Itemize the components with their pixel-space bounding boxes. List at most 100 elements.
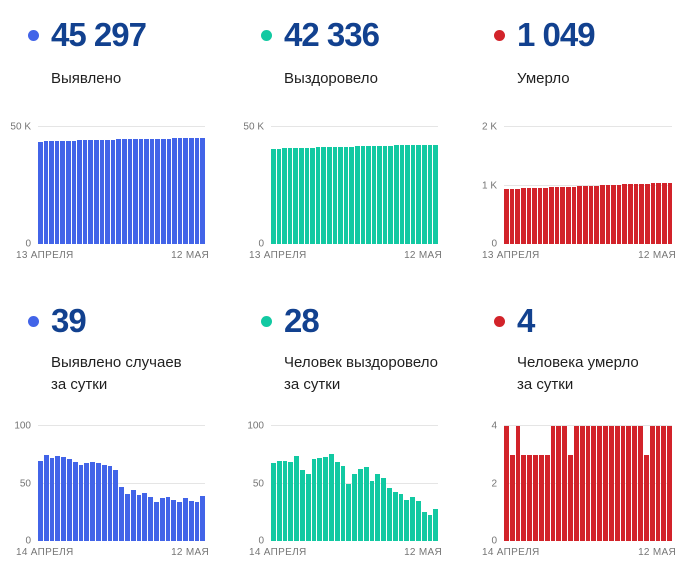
bar [381, 477, 386, 541]
bar [124, 493, 130, 541]
bar [352, 474, 357, 541]
y-axis-tick-label: 0 [491, 238, 497, 250]
bar [38, 141, 43, 244]
bar [287, 148, 293, 244]
panel-label: Человек выздоровело за сутки [284, 352, 466, 396]
bar [155, 138, 161, 244]
bar [369, 481, 375, 541]
bar [504, 188, 509, 244]
bar [357, 468, 363, 541]
bar [416, 145, 422, 244]
panel-detected-total: 45 297 Выявлено 50 K 0 13 АПРЕЛЯ 12 МАЯ [0, 0, 233, 290]
bar [661, 182, 667, 244]
chart-plot-detected-total[interactable] [38, 126, 205, 244]
y-axis: 2 K 1 K 0 [466, 122, 501, 250]
bar [282, 148, 287, 244]
bar [323, 457, 328, 541]
bar [554, 187, 560, 244]
bar [605, 185, 611, 244]
bar [60, 140, 65, 244]
bar-series [38, 127, 205, 244]
bar [537, 187, 543, 244]
bar [321, 147, 326, 244]
bar [638, 426, 643, 541]
bar [127, 139, 133, 244]
x-axis-end-label: 12 МАЯ [171, 547, 209, 558]
bar [562, 426, 568, 541]
gridline [504, 126, 672, 127]
bar [71, 140, 77, 244]
chart-plot-detected-daily[interactable] [38, 425, 206, 541]
panel-deaths-total: 1 049 Умерло 2 K 1 K 0 13 АПРЕЛЯ 12 МАЯ [466, 0, 700, 290]
bar [622, 184, 628, 244]
bar [544, 454, 550, 541]
chart-plot-deaths-total[interactable] [504, 126, 673, 244]
bar [328, 453, 334, 541]
bar-series [38, 426, 206, 541]
y-axis-tick-label: 50 [252, 478, 264, 489]
gridline [271, 126, 438, 127]
gridline [38, 425, 205, 426]
bar [107, 466, 113, 541]
y-axis-tick-label: 0 [25, 535, 31, 547]
bar [568, 454, 573, 541]
bar [88, 140, 93, 244]
bar [119, 486, 124, 541]
bar [650, 183, 656, 244]
gridline [38, 126, 205, 127]
legend-dot-blue-icon [28, 315, 39, 327]
bar [43, 141, 49, 244]
bar [346, 483, 352, 541]
bar [603, 426, 608, 541]
legend-dot-red-icon [494, 315, 505, 327]
x-axis-start-label: 14 АПРЕЛЯ [249, 547, 307, 558]
panel-deaths-daily: 4 Человека умерло за сутки 4 2 0 14 АПРЕЛЯ… [466, 290, 700, 581]
bar [338, 146, 343, 244]
bar [343, 146, 349, 244]
bar [148, 497, 153, 541]
bar [65, 140, 71, 244]
panel-detected-daily: 39 Выявлено случаев за сутки 100 50 0 14 А… [0, 290, 233, 581]
bar [78, 465, 84, 541]
bar [159, 498, 165, 541]
bar [354, 146, 360, 244]
gridline [504, 184, 672, 186]
chart-plot-recovered-total[interactable] [271, 126, 438, 244]
bar [573, 426, 579, 541]
y-axis-tick-label: 50 K [243, 121, 264, 133]
bar-series [271, 426, 439, 541]
headline-value: 1 049 [517, 16, 596, 53]
y-axis-tick-label: 0 [25, 238, 31, 250]
bar [334, 461, 340, 541]
bar [550, 426, 556, 541]
bar [130, 490, 136, 541]
y-axis: 100 50 0 [0, 421, 35, 547]
chart-deaths-total: 2 K 1 K 0 [466, 122, 700, 250]
panel-label-line2: за сутки [284, 376, 341, 393]
y-axis-tick-label: 50 K [10, 121, 31, 133]
bar [614, 426, 620, 541]
chart-plot-deaths-daily[interactable] [504, 425, 673, 541]
bar [188, 500, 194, 541]
bar [626, 426, 632, 541]
bar [667, 426, 673, 541]
bar [360, 146, 366, 244]
bar [649, 426, 655, 541]
x-axis: 13 АПРЕЛЯ 12 МАЯ [249, 250, 442, 261]
bar [116, 139, 121, 244]
bar [105, 139, 110, 244]
bar [628, 184, 633, 244]
panel-label-line1: Человека умерло [517, 354, 639, 371]
bar [153, 501, 159, 541]
bar [515, 188, 520, 244]
panel-recovered-total: 42 336 Выздоровело 50 K 0 13 АПРЕЛЯ 12 МА… [233, 0, 466, 290]
bar [171, 499, 177, 541]
x-axis-start-label: 13 АПРЕЛЯ [249, 250, 307, 261]
bar-series [504, 127, 673, 244]
bar [427, 145, 433, 244]
bar [366, 146, 371, 244]
headline-value: 39 [51, 302, 87, 339]
bar [110, 139, 116, 244]
chart-plot-recovered-daily[interactable] [271, 425, 439, 541]
bar-series [271, 127, 438, 244]
